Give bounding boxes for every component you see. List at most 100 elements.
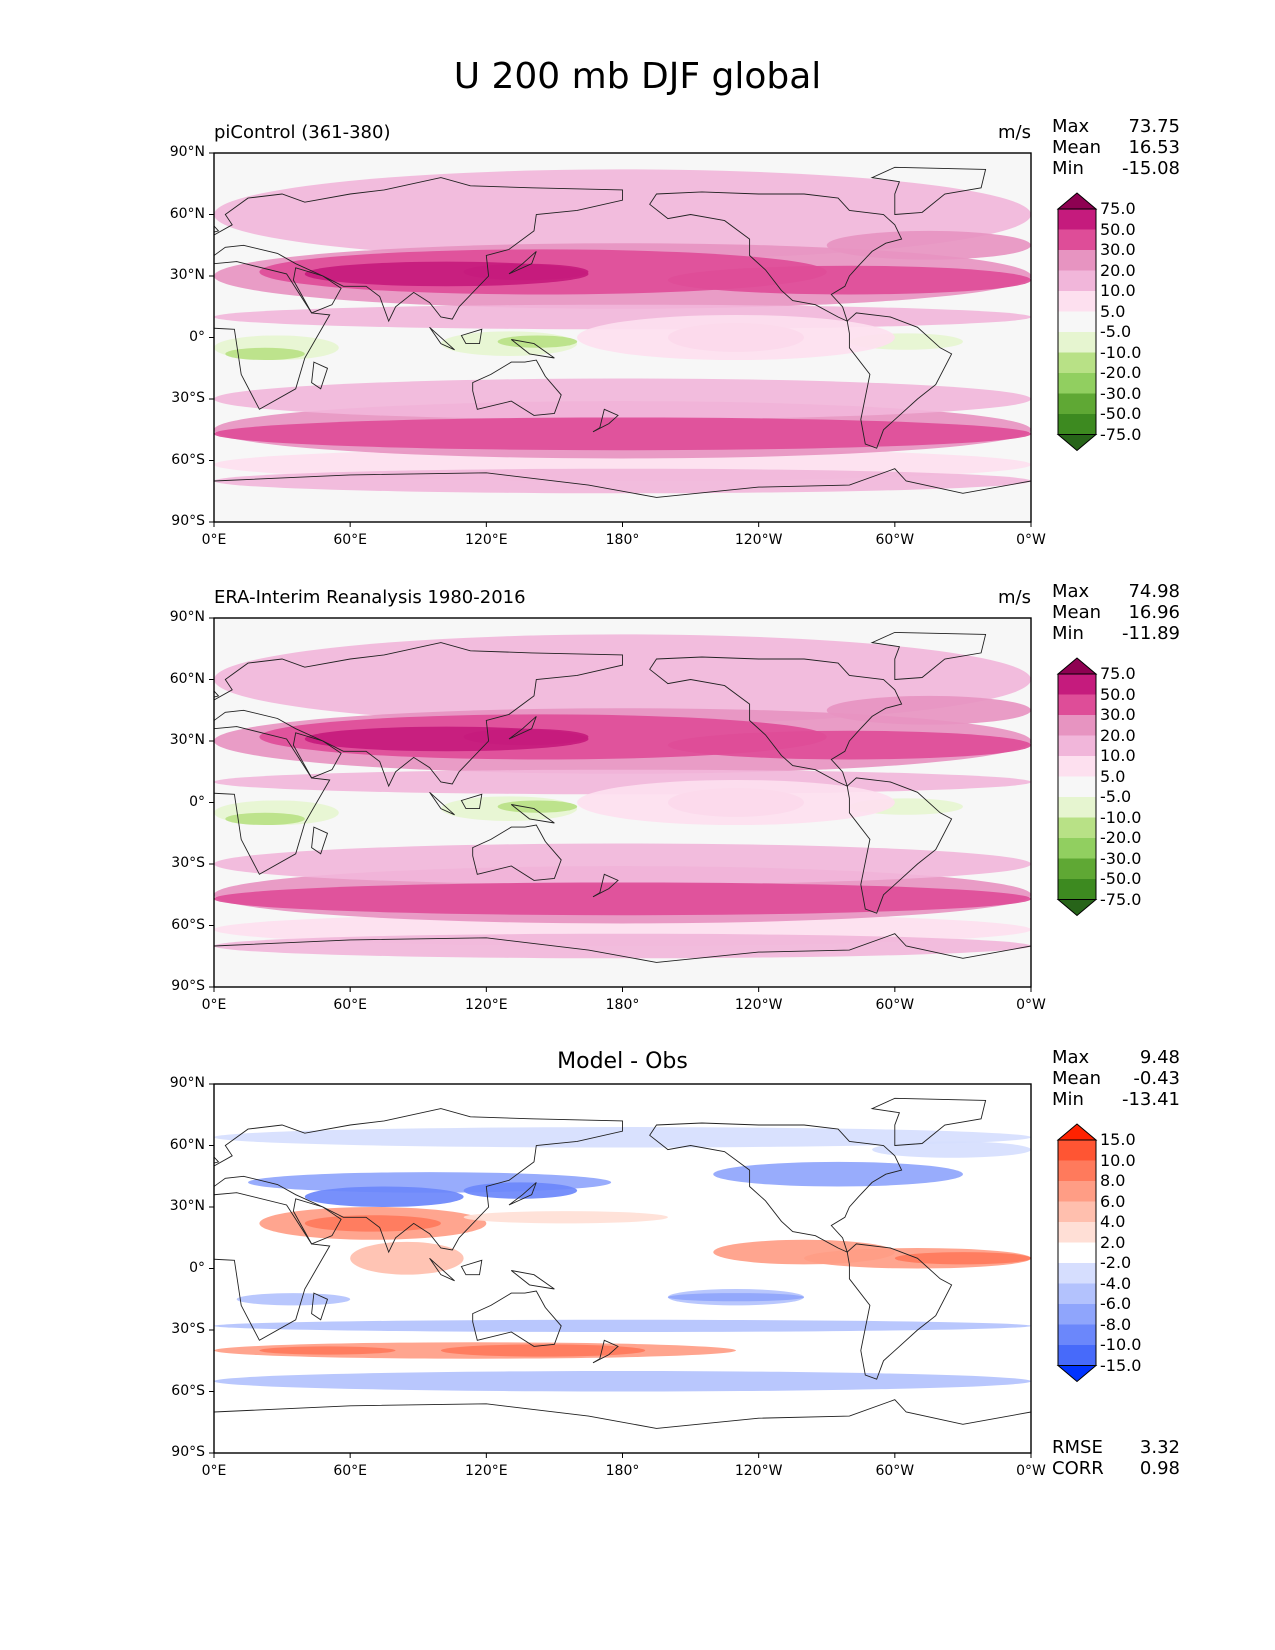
coastline xyxy=(846,1243,953,1380)
colorbar-segment xyxy=(1058,352,1096,373)
contour-region xyxy=(667,265,1031,295)
colorbar-tick-label: 75.0 xyxy=(1100,199,1136,218)
coastline xyxy=(649,1122,903,1253)
lon-tick-label: 0°W xyxy=(1016,1463,1046,1479)
coastline xyxy=(292,732,342,779)
lon-tick-label: 180° xyxy=(605,532,640,548)
colorbar-tick-label: 75.0 xyxy=(1100,664,1136,683)
field-obs xyxy=(214,618,1031,987)
colorbar-segment xyxy=(1058,1324,1096,1345)
lat-tick-label: 60°N xyxy=(169,670,205,687)
colorbar-segment xyxy=(1058,1304,1096,1325)
contour-region xyxy=(214,843,1031,885)
stat-value: 74.98 xyxy=(1128,581,1180,602)
colorbar-segment xyxy=(1058,1263,1096,1284)
colorbar-tick-label: 15.0 xyxy=(1100,1130,1136,1149)
lon-tick-label: 120°E xyxy=(465,1463,508,1479)
lon-tick-label: 120°E xyxy=(465,532,508,548)
lat-tick-label: 30°S xyxy=(171,855,205,871)
colorbar-tick-label: 50.0 xyxy=(1100,684,1136,704)
coastline xyxy=(214,933,1031,987)
stat-row: Mean 16.53 xyxy=(1052,137,1180,158)
stat-value: -0.43 xyxy=(1133,1068,1180,1089)
contour-region xyxy=(667,730,1031,760)
contour-region xyxy=(214,169,1031,260)
colorbar-tick-label: 20.0 xyxy=(1100,725,1136,745)
stat-label: Mean xyxy=(1052,602,1102,623)
lat-tick-label: 90°S xyxy=(171,1444,205,1460)
stat-row: Max 9.48 xyxy=(1052,1047,1180,1068)
colorbar-segment xyxy=(1058,291,1096,312)
coastline xyxy=(214,642,623,788)
colorbar-tick-label: 2.0 xyxy=(1100,1232,1126,1252)
colorbar-segment xyxy=(1058,858,1096,879)
coastline xyxy=(292,1198,342,1245)
colorbar-segment xyxy=(1058,1283,1096,1304)
stat-label: Min xyxy=(1052,623,1084,644)
lat-tick-label: 60°S xyxy=(171,1382,205,1399)
contour-region xyxy=(826,695,1031,725)
colorbar-tick-label: 20.0 xyxy=(1100,260,1136,280)
lat-tick-label: 30°S xyxy=(171,390,205,406)
coastline xyxy=(511,339,555,359)
panel-title-center: Model - Obs xyxy=(557,1049,688,1074)
colorbar-segment xyxy=(1058,797,1096,818)
colorbar-tick-label: 30.0 xyxy=(1100,705,1136,724)
lon-tick-label: 180° xyxy=(605,1463,640,1479)
colorbar xyxy=(1056,1123,1098,1383)
colorbar-extend-top xyxy=(1056,1123,1098,1141)
coastline xyxy=(214,726,331,875)
stat-value: 16.53 xyxy=(1128,137,1180,158)
contour-region xyxy=(259,1346,396,1355)
stat-label: Mean xyxy=(1052,137,1102,158)
colorbar xyxy=(1056,192,1098,452)
colorbar-segment xyxy=(1058,209,1096,230)
map-panel-model xyxy=(209,152,1098,527)
colorbar-tick-label: -15.0 xyxy=(1100,1355,1142,1375)
lat-tick-label: 30°N xyxy=(169,732,205,748)
colorbar-segment xyxy=(1058,250,1096,271)
lat-tick-label: 30°N xyxy=(169,267,205,283)
colorbar-tick-label: -75.0 xyxy=(1100,889,1142,909)
colorbar-tick-label: -5.0 xyxy=(1100,787,1132,806)
colorbar-tick-label: -6.0 xyxy=(1100,1294,1132,1313)
contour-region xyxy=(214,1371,1031,1392)
contour-region xyxy=(214,1127,1031,1148)
colorbar-segment xyxy=(1058,674,1096,695)
colorbar-tick-label: -30.0 xyxy=(1100,383,1142,403)
lon-tick-label: 0°E xyxy=(201,1463,227,1479)
colorbar-segment xyxy=(1058,1242,1096,1263)
metric-label: CORR xyxy=(1052,1458,1104,1479)
contour-region xyxy=(577,314,895,361)
colorbar-tick-label: 5.0 xyxy=(1100,301,1126,321)
colorbar-segment xyxy=(1058,838,1096,859)
colorbar-tick-label: 50.0 xyxy=(1100,219,1136,239)
contour-region xyxy=(214,417,1031,451)
coastline xyxy=(472,359,562,416)
coastline xyxy=(214,468,1031,522)
lon-tick-label: 0°W xyxy=(1016,997,1046,1013)
colorbar-tick-label: 4.0 xyxy=(1100,1212,1126,1231)
coastline xyxy=(311,826,329,855)
stat-value: -13.41 xyxy=(1121,1089,1180,1110)
coastline xyxy=(511,804,555,824)
contour-region xyxy=(214,468,1031,494)
contour-region xyxy=(463,728,589,746)
contour-region xyxy=(463,263,589,281)
stat-value: 73.75 xyxy=(1128,116,1180,137)
stats-box: Max 9.48 Mean -0.43 Min -13.41 xyxy=(1052,1047,1180,1110)
stats-box: Max 73.75 Mean 16.53 Min -15.08 xyxy=(1052,116,1180,179)
lat-tick-label: 0° xyxy=(189,328,205,345)
colorbar-tick-label: 30.0 xyxy=(1100,240,1136,259)
coastline xyxy=(429,1257,455,1282)
colorbar-tick-label: -75.0 xyxy=(1100,424,1142,444)
panel-units: m/s xyxy=(998,122,1031,143)
lat-tick-label: 60°N xyxy=(169,1136,205,1153)
stat-row: Max 73.75 xyxy=(1052,116,1180,137)
coastline xyxy=(508,251,537,275)
stat-label: Min xyxy=(1052,1089,1084,1110)
colorbar-tick-label: 10.0 xyxy=(1100,1150,1136,1170)
colorbar-tick-label: -20.0 xyxy=(1100,363,1142,382)
contour-region xyxy=(463,1211,668,1224)
contour-region xyxy=(236,1293,351,1306)
